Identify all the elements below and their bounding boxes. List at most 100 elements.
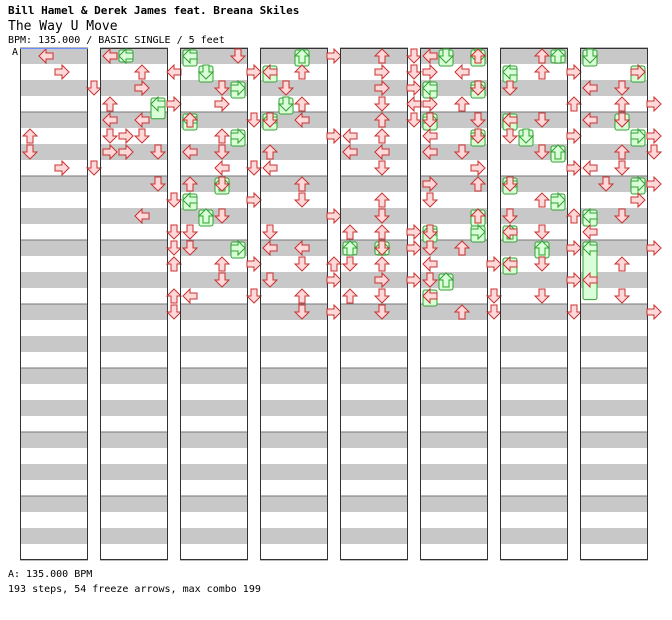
tap-arrow-down <box>21 144 39 160</box>
beat-stripe <box>420 304 488 320</box>
tap-arrow-left <box>102 111 118 129</box>
tap-arrow-down <box>421 240 439 256</box>
tap-arrow-down <box>85 80 103 96</box>
tap-arrow-down <box>533 224 551 240</box>
beat-stripe <box>340 208 408 224</box>
beat-stripe <box>20 368 88 384</box>
beat-stripe <box>340 176 408 192</box>
tap-arrow-down <box>405 112 423 128</box>
freeze-head <box>197 208 215 224</box>
beat-stripe <box>340 528 408 544</box>
tap-arrow-left <box>182 287 198 305</box>
tap-arrow-left <box>582 271 598 289</box>
tap-arrow-down <box>373 160 391 176</box>
tap-arrow-right <box>246 191 262 209</box>
tap-arrow-left <box>454 63 470 81</box>
tap-arrow-down <box>181 240 199 256</box>
beat-stripe <box>260 368 328 384</box>
freeze-head <box>437 272 455 288</box>
beat-stripe <box>180 528 248 544</box>
tap-arrow-left <box>582 111 598 129</box>
tap-arrow-up <box>453 96 471 112</box>
tap-arrow-right <box>406 223 422 241</box>
tap-arrow-left <box>182 143 198 161</box>
tap-arrow-down <box>149 176 167 192</box>
beat-stripe <box>100 272 168 288</box>
beat-stripe <box>340 464 408 480</box>
tap-arrow-right <box>102 143 118 161</box>
tap-arrow-down <box>501 128 519 144</box>
beat-stripe <box>20 48 88 64</box>
tap-arrow-up <box>181 112 199 128</box>
tap-arrow-right <box>422 63 438 81</box>
beat-stripe <box>500 208 568 224</box>
freeze-head <box>118 47 134 65</box>
tap-arrow-up <box>293 288 311 304</box>
freeze-head <box>630 127 646 145</box>
freeze-head <box>422 79 438 97</box>
tap-arrow-right <box>374 271 390 289</box>
beat-stripe <box>500 400 568 416</box>
beat-stripe <box>580 432 648 448</box>
tap-arrow-left <box>502 223 518 241</box>
tap-arrow-up <box>181 176 199 192</box>
tap-arrow-up <box>213 128 231 144</box>
tap-arrow-down <box>485 288 503 304</box>
beat-stripe <box>100 80 168 96</box>
tap-arrow-right <box>566 271 582 289</box>
tap-arrow-left <box>342 143 358 161</box>
tap-arrow-right <box>646 303 662 321</box>
beat-stripe <box>420 240 488 256</box>
tap-arrow-up <box>373 48 391 64</box>
beat-stripe <box>20 336 88 352</box>
freeze-head <box>582 207 598 225</box>
freeze-head <box>437 48 455 64</box>
beat-stripe <box>420 272 488 288</box>
beat-stripe <box>20 240 88 256</box>
tap-arrow-down <box>405 64 423 80</box>
tap-arrow-left <box>422 287 438 305</box>
tap-arrow-down <box>261 272 279 288</box>
tap-arrow-up <box>373 256 391 272</box>
tap-arrow-down <box>421 192 439 208</box>
tap-arrow-right <box>214 95 230 113</box>
tap-arrow-left <box>374 143 390 161</box>
tap-arrow-left <box>134 207 150 225</box>
beat-stripe <box>260 528 328 544</box>
chart-column <box>180 47 263 561</box>
tap-arrow-down <box>613 112 631 128</box>
beat-stripe <box>420 464 488 480</box>
tap-arrow-right <box>566 63 582 81</box>
tap-arrow-right <box>566 239 582 257</box>
beat-stripe <box>100 432 168 448</box>
tap-arrow-left <box>422 255 438 273</box>
tap-arrow-right <box>118 143 134 161</box>
beat-stripe <box>100 496 168 512</box>
beat-stripe <box>20 176 88 192</box>
beat-stripe <box>340 304 408 320</box>
beat-stripe <box>20 272 88 288</box>
tap-arrow-up <box>453 240 471 256</box>
tap-arrow-right <box>54 159 70 177</box>
tap-arrow-right <box>118 127 134 145</box>
tap-arrow-right <box>326 47 342 65</box>
freeze-head <box>502 63 518 81</box>
tap-arrow-up <box>325 256 343 272</box>
tap-arrow-right <box>326 271 342 289</box>
column-border <box>180 48 248 560</box>
tap-arrow-left <box>406 95 422 113</box>
tap-arrow-right <box>486 255 502 273</box>
tap-arrow-down <box>645 144 663 160</box>
column-border <box>500 48 568 560</box>
tap-arrow-right <box>646 95 662 113</box>
tap-arrow-down <box>85 160 103 176</box>
tap-arrow-down <box>341 256 359 272</box>
beat-stripe <box>260 144 328 160</box>
freeze-head <box>182 47 198 65</box>
freeze-head <box>230 127 246 145</box>
beat-stripe <box>580 368 648 384</box>
freeze-arrow-up <box>197 208 215 227</box>
tap-arrow-left <box>502 111 518 129</box>
tap-arrow-down <box>373 240 391 256</box>
freeze-head <box>549 48 567 64</box>
